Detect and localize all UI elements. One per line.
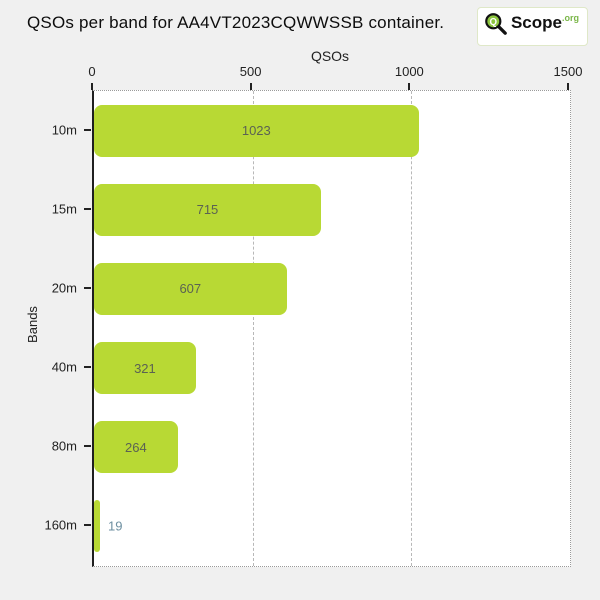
- bar-value-label: 264: [125, 439, 147, 455]
- x-axis-title: QSOs: [310, 48, 350, 64]
- x-tick-mark: [567, 83, 569, 90]
- y-tick-label-40m: 40m: [51, 359, 77, 375]
- y-tick-labels: 10m 15m 20m 40m 80m 160m: [0, 90, 91, 565]
- x-tick-label: 1500: [553, 64, 583, 79]
- bar-value-label: 321: [134, 360, 156, 376]
- bar-value-label: 715: [196, 202, 219, 218]
- bar-40m: 321: [94, 342, 196, 395]
- y-tick-label-10m: 10m: [51, 122, 77, 138]
- chart-title: QSOs per band for AA4VT2023CQWWSSB conta…: [27, 13, 445, 32]
- logo-tld: .org: [562, 13, 579, 23]
- x-tick-labels: 0 500 1000 1500: [88, 64, 582, 80]
- gridline: [252, 91, 254, 566]
- plot-area: 1023 715 607 321 264 19: [92, 90, 571, 567]
- y-tick-mark: [84, 128, 91, 131]
- bar-value-label: 19: [108, 518, 123, 534]
- logo-name: Scope: [510, 13, 562, 32]
- y-tick-mark: [84, 445, 91, 448]
- y-tick-label-15m: 15m: [51, 201, 77, 217]
- magnifier-icon: Q: [483, 11, 509, 42]
- svg-text:Q: Q: [489, 17, 497, 28]
- y-tick-mark: [84, 524, 91, 527]
- bar-80m: 264: [94, 421, 178, 474]
- qscope-logo[interactable]: Q Scope .org: [476, 7, 588, 46]
- y-tick-mark: [84, 366, 91, 369]
- y-tick-label-80m: 80m: [51, 438, 77, 454]
- y-tick-mark: [84, 286, 91, 289]
- y-tick-label-20m: 20m: [51, 280, 77, 296]
- bar-value-label: 607: [179, 281, 202, 297]
- x-tick-mark: [249, 83, 252, 90]
- x-tick-label: 500: [239, 64, 262, 79]
- x-tick-label: 0: [88, 64, 96, 79]
- bar-20m: 607: [94, 262, 287, 315]
- y-tick-mark: [84, 207, 91, 210]
- bar-160m: [94, 500, 101, 553]
- bar-value-label: 1023: [241, 123, 271, 139]
- bar-15m: 715: [94, 183, 321, 236]
- x-tick-label: 1000: [394, 64, 424, 79]
- y-tick-label-160m: 160m: [44, 517, 77, 533]
- bar-10m: 1023: [94, 104, 419, 157]
- x-tick-mark: [91, 83, 93, 90]
- x-tick-marks: [91, 83, 569, 90]
- x-tick-mark: [408, 83, 411, 90]
- gridline: [411, 91, 413, 566]
